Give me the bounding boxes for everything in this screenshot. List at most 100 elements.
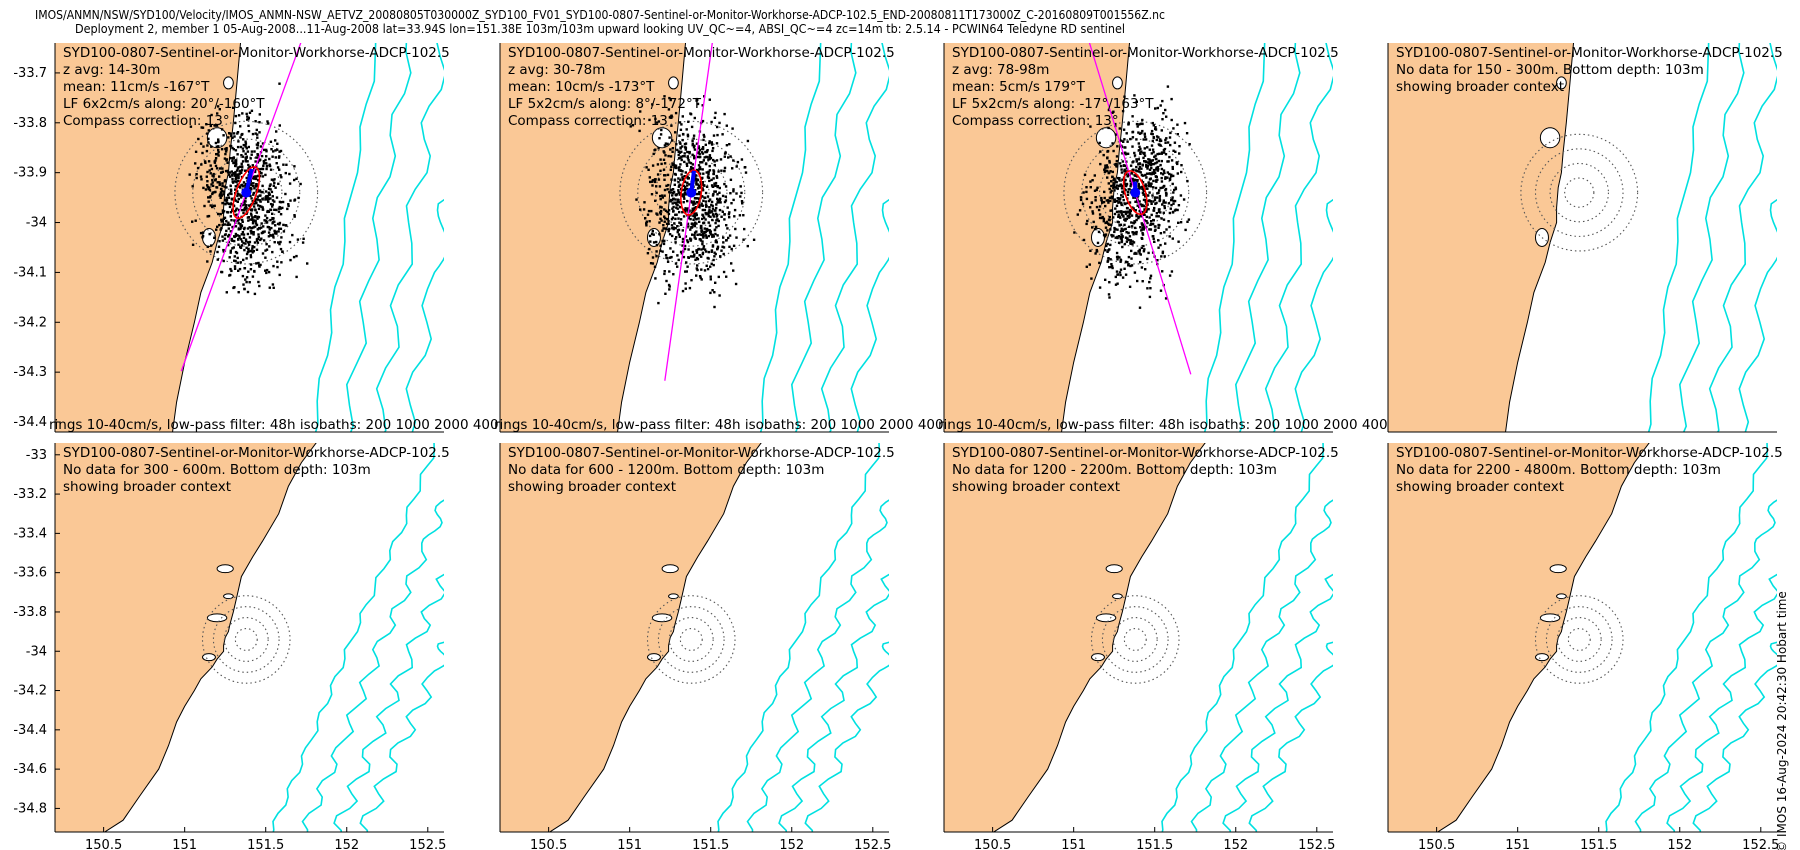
velocity-sample: [229, 184, 232, 188]
velocity-sample: [249, 255, 253, 259]
x-tick-label: 152: [1667, 838, 1692, 850]
velocity-sample: [661, 250, 664, 253]
velocity-sample: [241, 274, 245, 278]
velocity-sample: [674, 198, 677, 201]
velocity-sample: [1127, 231, 1130, 235]
velocity-sample: [708, 154, 712, 157]
velocity-sample: [1141, 122, 1144, 126]
velocity-sample: [1135, 175, 1139, 178]
velocity-sample: [728, 216, 731, 219]
velocity-sample: [282, 230, 286, 233]
velocity-sample: [1111, 142, 1114, 145]
velocity-sample: [236, 194, 239, 198]
y-tick-label: -33.7: [13, 66, 47, 81]
estuary: [1539, 613, 1561, 623]
isobath-line: [1264, 43, 1333, 432]
velocity-sample: [657, 147, 660, 150]
velocity-sample: [231, 159, 234, 163]
lf-variance-ellipse: [680, 169, 703, 216]
velocity-sample: [701, 147, 704, 151]
velocity-sample: [206, 180, 209, 183]
velocity-sample: [682, 215, 686, 218]
velocity-sample: [216, 152, 219, 156]
velocity-sample: [691, 255, 695, 258]
isobath-line: [272, 443, 436, 832]
velocity-sample: [245, 155, 248, 158]
velocity-sample: [252, 250, 255, 253]
velocity-sample: [690, 200, 693, 203]
velocity-sample: [256, 195, 259, 198]
velocity-sample: [1138, 249, 1141, 252]
velocity-sample: [1085, 186, 1088, 189]
velocity-sample: [1123, 267, 1126, 270]
velocity-sample: [681, 176, 684, 179]
velocity-sample: [293, 178, 296, 182]
y-tick-label: -34.2: [13, 315, 47, 330]
velocity-sample: [686, 150, 689, 154]
velocity-sample: [258, 284, 261, 288]
velocity-sample: [1095, 188, 1098, 192]
velocity-sample: [714, 240, 717, 244]
velocity-sample: [189, 125, 193, 128]
velocity-sample: [693, 157, 696, 160]
velocity-sample: [1168, 274, 1172, 277]
velocity-sample: [244, 140, 247, 143]
velocity-sample: [701, 240, 704, 243]
velocity-sample: [1098, 216, 1102, 220]
velocity-sample: [229, 249, 232, 252]
velocity-sample: [1089, 180, 1092, 183]
velocity-sample: [250, 249, 253, 253]
velocity-sample: [718, 191, 721, 194]
velocity-sample: [675, 236, 678, 239]
velocity-sample: [1163, 151, 1166, 154]
velocity-sample: [1188, 143, 1191, 146]
velocity-sample: [293, 199, 296, 202]
velocity-sample: [1097, 208, 1101, 212]
velocity-sample: [1176, 172, 1179, 175]
velocity-sample: [269, 188, 272, 191]
velocity-sample: [686, 157, 690, 160]
velocity-sample: [663, 272, 666, 276]
velocity-sample: [708, 209, 711, 212]
velocity-sample: [1094, 199, 1097, 202]
velocity-sample: [217, 154, 220, 157]
velocity-sample: [648, 118, 651, 122]
velocity-sample: [289, 199, 292, 202]
velocity-sample: [1089, 125, 1092, 128]
velocity-sample: [1135, 100, 1138, 103]
velocity-sample: [692, 203, 695, 206]
velocity-sample: [1106, 166, 1109, 169]
velocity-sample: [703, 269, 707, 272]
velocity-sample: [735, 165, 738, 168]
velocity-sample: [670, 188, 673, 192]
velocity-sample: [669, 200, 672, 203]
velocity-sample: [1162, 201, 1165, 204]
velocity-sample: [1120, 213, 1124, 216]
velocity-sample: [1151, 133, 1154, 136]
velocity-sample: [1141, 226, 1145, 229]
velocity-sample: [245, 252, 249, 256]
velocity-sample: [240, 196, 243, 199]
velocity-sample: [191, 243, 195, 246]
velocity-sample: [1124, 178, 1127, 182]
velocity-sample: [207, 141, 210, 144]
velocity-sample: [1093, 227, 1097, 231]
velocity-sample: [1078, 209, 1082, 212]
velocity-sample: [262, 160, 266, 163]
velocity-sample: [716, 133, 719, 137]
velocity-sample: [1160, 180, 1164, 183]
velocity-sample: [708, 141, 711, 145]
velocity-sample: [250, 232, 253, 235]
isobath-line: [1634, 499, 1777, 832]
velocity-sample: [716, 125, 719, 129]
velocity-sample: [701, 213, 704, 216]
velocity-sample: [255, 223, 259, 227]
velocity-sample: [253, 202, 256, 205]
velocity-sample: [1118, 184, 1121, 188]
velocity-sample: [739, 185, 742, 188]
velocity-sample: [1159, 289, 1163, 292]
velocity-sample: [671, 147, 675, 150]
x-tick-label: 151.5: [247, 838, 284, 850]
velocity-sample: [248, 240, 252, 244]
velocity-sample: [1180, 170, 1183, 174]
